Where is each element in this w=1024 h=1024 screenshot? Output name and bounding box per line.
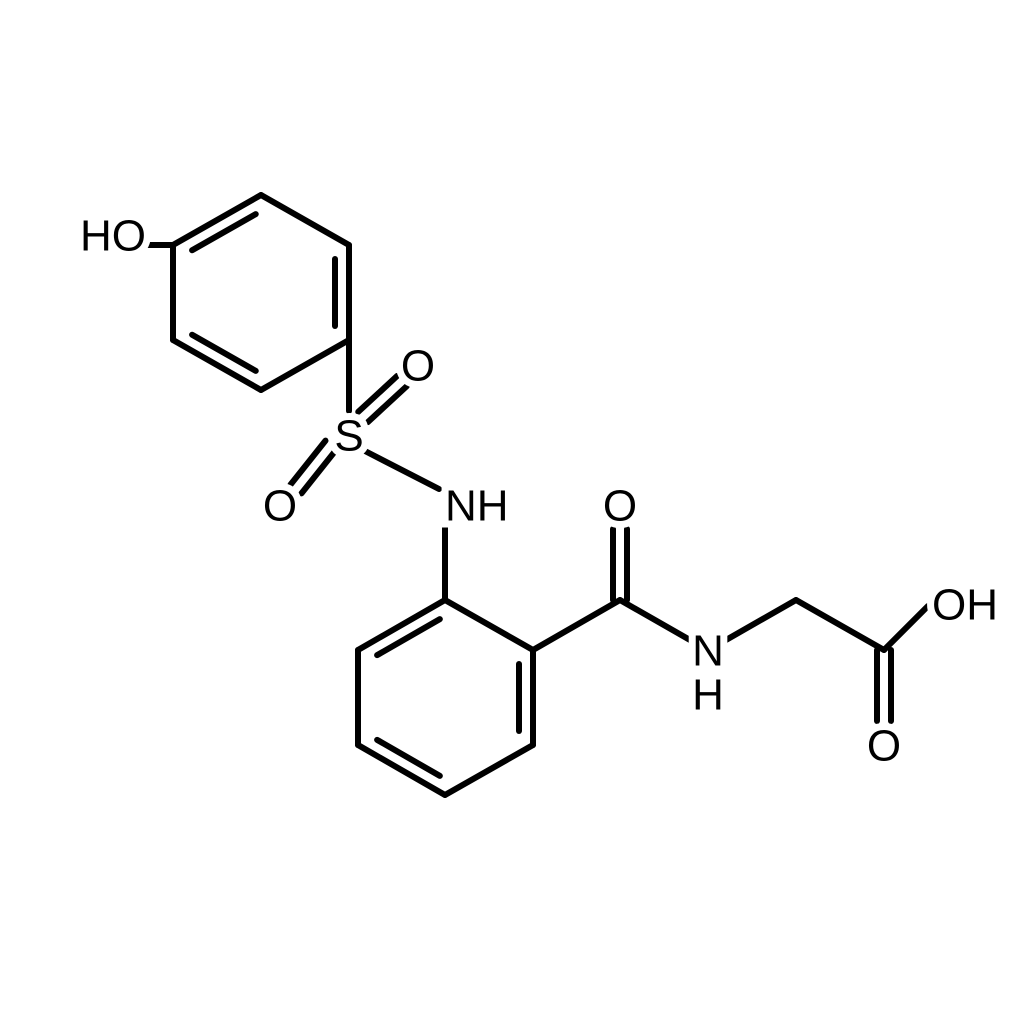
bond [365, 451, 439, 489]
atom-label-S: S [334, 411, 363, 460]
bond [261, 195, 349, 245]
bond [884, 606, 928, 650]
bond [377, 619, 440, 655]
chemical-structure-diagram: HOHOSSOOOONHNHOONNHHOOOHOH [0, 0, 1024, 1024]
atom-label-N_amide: N [692, 626, 724, 675]
bond [358, 376, 397, 412]
bond [261, 340, 349, 390]
bond [726, 600, 796, 640]
bond [291, 441, 326, 485]
atom-label-O_S_ul: O [263, 481, 297, 530]
bond [377, 740, 440, 776]
bond [445, 600, 533, 650]
bond [301, 449, 336, 493]
atom-label-OH_acid: OH [932, 580, 998, 629]
atom-label-O_acid_dbl: O [867, 721, 901, 770]
bond [620, 600, 690, 640]
bond [533, 600, 620, 650]
bond [368, 386, 407, 422]
atom-label-NH_s: NH [445, 481, 509, 530]
atom-label-HO_label: HO [80, 211, 146, 260]
bond [796, 600, 884, 650]
atom-label-O_carb: O [603, 481, 637, 530]
atom-label-O_S_ur: O [401, 341, 435, 390]
atom-label-H_amide: H [692, 670, 724, 719]
bond [445, 745, 533, 795]
